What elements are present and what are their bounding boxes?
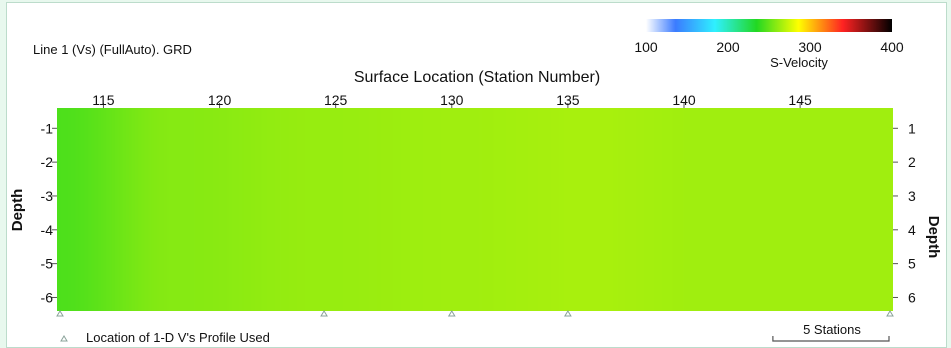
x-tick-label: 115 (92, 92, 115, 108)
scale-bar (772, 336, 890, 342)
x-tick-label: 120 (208, 92, 232, 108)
y-right-tick-label: 3 (908, 188, 916, 204)
color-scale-tick-label: 300 (798, 39, 822, 55)
y-right-tick-label: 5 (908, 256, 916, 272)
y-left-tick-label: -3 (41, 188, 54, 204)
scale-bar-label: 5 Stations (803, 322, 861, 337)
file-label: Line 1 (Vs) (FullAuto). GRD (33, 42, 192, 57)
y-left-tick-label: -5 (41, 256, 54, 272)
color-scale-tick-label: 400 (880, 39, 904, 55)
y-right-tick-label: 4 (908, 222, 916, 238)
color-scale-bar (646, 19, 892, 32)
y-right-ticks: 1 2 3 4 5 6 (893, 120, 916, 305)
x-tick-label: 140 (672, 92, 696, 108)
y-left-tick-label: -2 (41, 154, 54, 170)
profile-legend-label: Location of 1-D V's Profile Used (86, 330, 270, 345)
x-tick-label: 145 (788, 92, 812, 108)
profile-marker (564, 310, 572, 317)
y-axis-left-title: Depth (9, 189, 26, 232)
x-tick-label: 135 (556, 92, 580, 108)
y-left-tick-label: -6 (41, 289, 54, 305)
profile-marker (320, 310, 328, 317)
color-scale-label: S-Velocity (770, 55, 828, 70)
profile-marker (886, 310, 894, 317)
color-scale-tick-label: 100 (634, 39, 658, 55)
y-right-tick-label: 6 (908, 289, 916, 305)
profile-markers (56, 310, 894, 317)
x-axis-title: Surface Location (Station Number) (354, 69, 600, 86)
y-axis-right-title: Depth (925, 216, 942, 259)
profile-marker (447, 310, 456, 317)
heatmap-area (57, 108, 893, 311)
profile-legend-marker (60, 335, 68, 342)
y-left-ticks: -1 -2 -3 -4 -5 -6 (41, 120, 57, 305)
color-scale-tick-label: 200 (716, 39, 740, 55)
x-tick-label: 125 (324, 92, 348, 108)
x-axis-ticks: 115 120 125 130 135 140 145 (92, 92, 812, 108)
x-tick-label: 130 (440, 92, 464, 108)
y-right-tick-label: 2 (908, 154, 916, 170)
y-left-tick-label: -4 (41, 222, 54, 238)
y-right-tick-label: 1 (908, 120, 916, 136)
profile-marker (56, 310, 64, 317)
y-left-tick-label: -1 (41, 120, 54, 136)
color-scale-ticks: 100 200 300 400 (634, 39, 904, 55)
